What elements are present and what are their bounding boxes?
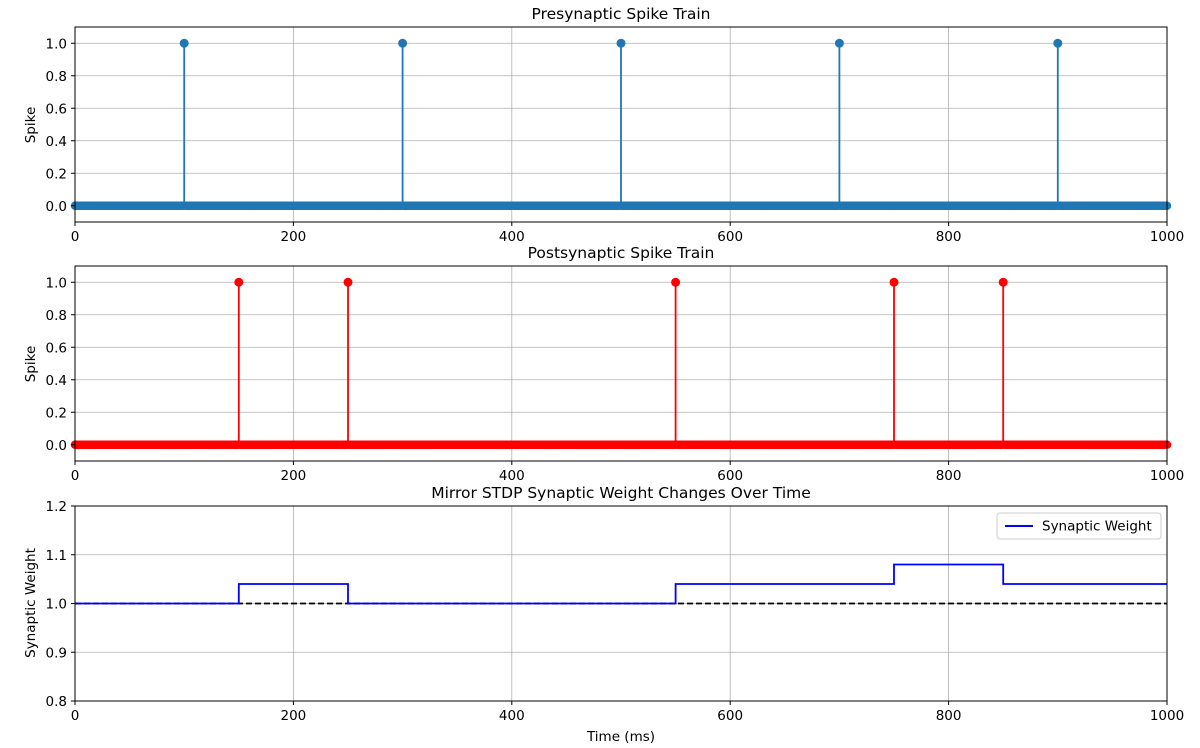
axes-frame	[74, 26, 1168, 223]
plot-background	[75, 266, 1167, 461]
legend: Synaptic Weight	[996, 512, 1162, 540]
spike-marker	[343, 277, 353, 287]
x-tick-label: 400	[499, 229, 525, 245]
panel-title: Presynaptic Spike Train	[532, 5, 711, 23]
axes-frame	[74, 265, 1168, 462]
x-axis-ticks: 0 200 400 600 800 1000	[71, 222, 1184, 245]
y-tick-label: 0.0	[46, 438, 67, 454]
y-tick-label: 0.6	[46, 101, 67, 117]
spike-marker	[179, 38, 189, 48]
x-tick-label: 0	[71, 708, 80, 724]
y-axis-label: Synaptic Weight	[23, 548, 39, 658]
weight-panel: 0 200 400 600 800 1000 0.8 0.9 1.0 1.1 1.2 Mirror…	[23, 484, 1184, 745]
x-tick-label: 1000	[1150, 708, 1184, 724]
spike-stems	[70, 277, 1172, 449]
x-axis-ticks: 0 200 400 600 800 1000	[71, 701, 1184, 724]
x-tick-label: 0	[71, 229, 80, 245]
x-tick-label: 200	[281, 229, 307, 245]
spike-marker	[998, 277, 1008, 287]
y-axis-ticks: 0.0 0.2 0.4 0.6 0.8 1.0	[46, 36, 75, 215]
x-tick-label: 200	[281, 708, 307, 724]
x-tick-label: 400	[499, 708, 525, 724]
spike-marker	[398, 38, 408, 48]
panel-title: Mirror STDP Synaptic Weight Changes Over…	[431, 484, 811, 502]
spike-marker	[671, 277, 681, 287]
y-tick-label: 1.0	[46, 597, 67, 613]
y-tick-label: 0.8	[46, 694, 67, 710]
x-axis-label: Time (ms)	[586, 729, 655, 744]
y-axis-ticks: 0.8 0.9 1.0 1.1 1.2	[46, 499, 75, 710]
x-tick-label: 600	[717, 708, 743, 724]
spike-marker	[234, 277, 244, 287]
y-tick-label: 0.4	[46, 134, 67, 150]
y-tick-label: 0.6	[46, 340, 67, 356]
y-tick-label: 1.2	[46, 499, 67, 515]
x-tick-label: 600	[717, 229, 743, 245]
weight-lines	[75, 563, 1167, 605]
y-tick-label: 1.1	[46, 548, 67, 564]
y-tick-label: 0.8	[46, 308, 67, 324]
y-tick-label: 0.9	[46, 645, 67, 661]
x-tick-label: 800	[936, 468, 962, 484]
x-tick-label: 1000	[1150, 468, 1184, 484]
y-tick-label: 0.2	[46, 405, 67, 421]
x-axis-ticks: 0 200 400 600 800 1000	[71, 461, 1184, 484]
y-axis-ticks: 0.0 0.2 0.4 0.6 0.8 1.0	[46, 275, 75, 454]
spike-marker	[1053, 38, 1063, 48]
x-tick-label: 400	[499, 468, 525, 484]
x-tick-label: 0	[71, 468, 80, 484]
y-axis-label: Spike	[23, 107, 39, 144]
y-tick-label: 1.0	[46, 36, 67, 52]
y-axis-label: Spike	[23, 346, 39, 383]
x-tick-label: 800	[936, 708, 962, 724]
series-line	[75, 563, 1167, 605]
spike-marker	[834, 38, 844, 48]
postsynaptic-panel: 0 200 400 600 800 1000 0.0 0.2 0.4 0.6 0.8 1.0 Pos…	[23, 244, 1184, 484]
y-tick-label: 0.8	[46, 69, 67, 85]
y-tick-label: 0.0	[46, 199, 67, 215]
legend-box	[996, 512, 1162, 540]
spike-marker	[616, 38, 626, 48]
panel-title: Postsynaptic Spike Train	[528, 244, 715, 262]
spike-stems	[70, 38, 1172, 210]
y-tick-label: 1.0	[46, 275, 67, 291]
legend-label: Synaptic Weight	[1042, 519, 1152, 535]
presynaptic-panel: 0 200 400 600 800 1000 0.0 0.2 0.4 0.6 0.8 1.0 Pre…	[23, 5, 1184, 245]
y-tick-label: 0.4	[46, 373, 67, 389]
x-tick-label: 1000	[1150, 229, 1184, 245]
x-tick-label: 800	[936, 229, 962, 245]
y-tick-label: 0.2	[46, 166, 67, 182]
x-tick-label: 600	[717, 468, 743, 484]
x-tick-label: 200	[281, 468, 307, 484]
spike-marker	[889, 277, 899, 287]
